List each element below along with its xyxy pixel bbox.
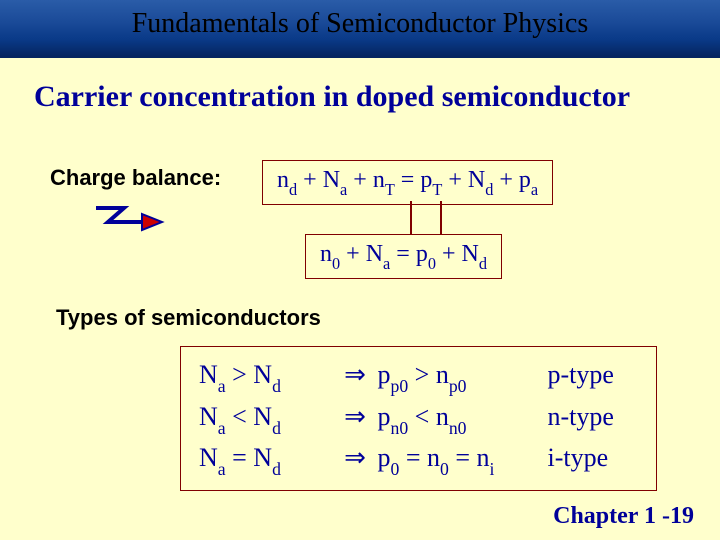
equation-1-box: nd + Na + nT = pT + Nd + pa (262, 160, 553, 205)
type-row: Na = Nd⇒ p0 = n0 = nii-type (199, 438, 638, 480)
connector-line (410, 201, 412, 234)
connector-line (440, 201, 442, 234)
zigzag-arrow (90, 204, 170, 242)
chapter-label: Chapter 1 -19 (553, 503, 694, 530)
equation-2-box: n0 + Na = p0 + Nd (305, 234, 502, 279)
page-title: Fundamentals of Semiconductor Physics (132, 8, 589, 40)
equation-2: n0 + Na = p0 + Nd (320, 241, 487, 267)
section-heading: Carrier concentration in doped semicondu… (34, 80, 720, 114)
type-row: Na > Nd⇒ pp0 > np0p-type (199, 355, 638, 397)
types-label: Types of semiconductors (56, 305, 321, 331)
charge-balance-label: Charge balance: (50, 165, 221, 191)
charge-balance-row: Charge balance: (50, 165, 221, 191)
types-box: Na > Nd⇒ pp0 > np0p-typeNa < Nd⇒ pn0 < n… (180, 346, 657, 491)
type-row: Na < Nd⇒ pn0 < nn0n-type (199, 397, 638, 439)
title-bar: Fundamentals of Semiconductor Physics (0, 0, 720, 58)
equation-1: nd + Na + nT = pT + Nd + pa (277, 167, 538, 193)
